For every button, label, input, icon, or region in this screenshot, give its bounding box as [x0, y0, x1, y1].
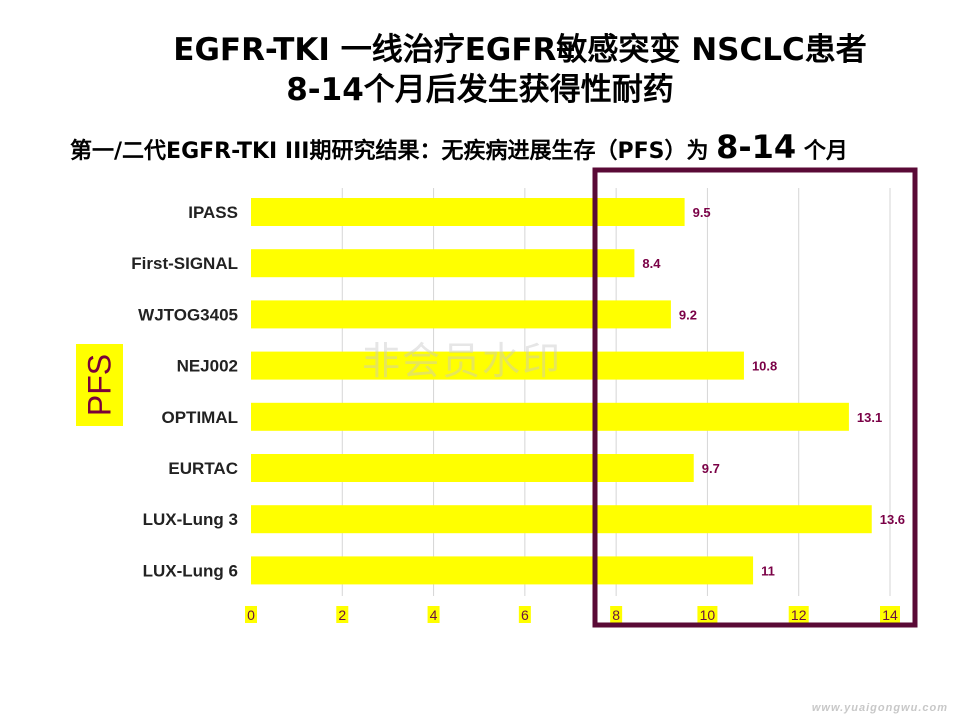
tick-bg-12 [788, 606, 809, 623]
tick-label-2: 2 [338, 607, 346, 623]
bar-5 [251, 454, 694, 482]
value-label-5: 9.7 [702, 461, 720, 476]
tick-label-6: 6 [521, 607, 529, 623]
category-label-6: LUX-Lung 3 [143, 510, 238, 529]
category-label-2: WJTOG3405 [138, 305, 238, 324]
main-title-line2: 8-14个月后发生获得性耐药 [286, 72, 674, 108]
watermark: 非会员水印 [362, 339, 563, 383]
tick-label-4: 4 [430, 607, 438, 623]
site-watermark: www.yuaigongwu.com [811, 702, 948, 714]
tick-label-12: 12 [791, 607, 807, 623]
main-title-line1: EGFR-TKI 一线治疗EGFR敏感突变 NSCLC患者 [173, 32, 867, 68]
subtitle-highlight: 8-14 [716, 128, 797, 166]
tick-bg-2 [336, 606, 349, 623]
bar-7 [251, 556, 754, 585]
bar-1 [251, 249, 635, 278]
bar-3 [251, 351, 744, 380]
category-label-3: NEJ002 [177, 357, 238, 376]
highlight-range-box [592, 167, 918, 628]
value-label-0: 9.5 [693, 205, 711, 220]
subtitle-suffix: 个月 [796, 139, 848, 164]
value-label-7: 11 [761, 563, 775, 578]
value-label-2: 9.2 [679, 307, 697, 322]
value-label-1: 8.4 [642, 256, 661, 271]
tick-label-8: 8 [612, 607, 620, 623]
tick-label-14: 14 [882, 607, 898, 623]
bar-6 [251, 505, 872, 534]
category-label-0: IPASS [188, 203, 238, 222]
bar-0 [251, 198, 685, 226]
y-axis-label: PFS [81, 353, 117, 417]
category-label-5: EURTAC [168, 459, 238, 478]
tick-bg-6 [518, 606, 531, 623]
category-label-4: OPTIMAL [162, 408, 239, 427]
tick-label-10: 10 [700, 607, 716, 623]
subtitle-prefix: 第一/二代EGFR-TKI III期研究结果：无疾病进展生存（PFS）为 [70, 139, 717, 164]
category-label-1: First-SIGNAL [131, 254, 238, 273]
value-label-3: 10.8 [752, 359, 777, 374]
value-label-6: 13.6 [880, 512, 905, 527]
tick-bg-10 [697, 606, 718, 623]
tick-label-0: 0 [247, 607, 255, 623]
y-axis-label-box: PFS [76, 344, 123, 426]
category-label-7: LUX-Lung 6 [143, 561, 238, 580]
bar-2 [251, 300, 671, 329]
tick-bg-0 [245, 606, 257, 623]
tick-bg-14 [880, 606, 900, 623]
value-label-4: 13.1 [857, 410, 882, 425]
bar-4 [251, 402, 849, 431]
tick-bg-4 [427, 606, 440, 623]
chart-subtitle: 第一/二代EGFR-TKI III期研究结果：无疾病进展生存（PFS）为 8-1… [70, 128, 848, 166]
tick-bg-8 [610, 606, 623, 623]
